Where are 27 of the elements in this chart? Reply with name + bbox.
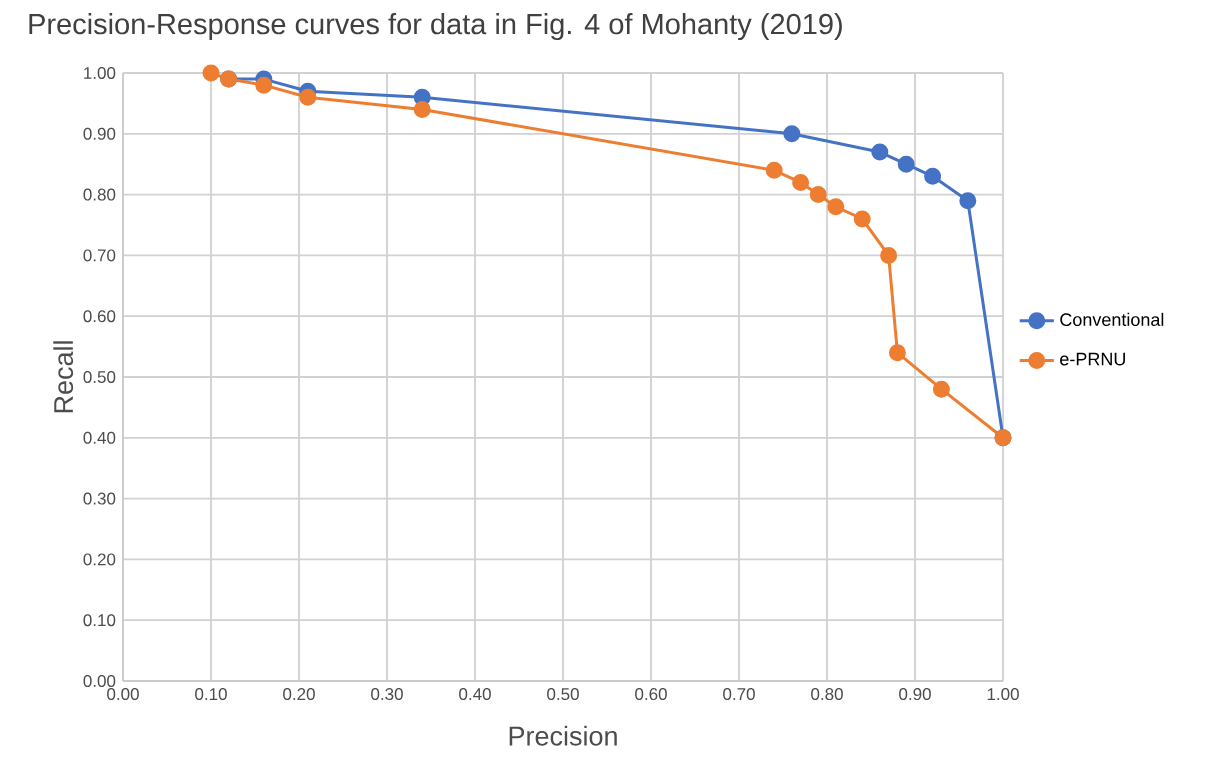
x-tick-label: 0.90 [899, 688, 931, 701]
y-tick-label: 1.00 [84, 66, 116, 79]
y-tick-label: 0.40 [83, 431, 116, 444]
x-tick-label: 1.00 [987, 688, 1019, 701]
x-tick-label: 0.30 [371, 688, 403, 701]
y-tick-label: 0.90 [83, 127, 116, 140]
x-tick-label: 0.00 [107, 688, 139, 701]
y-tick-label: 0.10 [83, 614, 116, 627]
y-tick-label: 0.00 [83, 675, 116, 688]
y-axis-title: Recall [53, 341, 74, 413]
x-tick-label: 0.40 [459, 688, 491, 701]
x-tick-label: 0.80 [811, 688, 843, 701]
x-tick-label: 0.50 [547, 688, 579, 701]
chart-title: Precision-Response curves for data in Fig. 4 of Mohanty (2019) [29, 13, 842, 41]
x-tick-label: 0.10 [195, 688, 227, 701]
y-tick-label: 0.70 [83, 249, 116, 262]
x-tick-label: 0.60 [635, 688, 667, 701]
x-tick-label: 0.70 [723, 688, 755, 701]
y-tick-label: 0.60 [83, 310, 116, 323]
y-tick-label: 0.80 [83, 188, 116, 201]
x-axis-title: Precision [509, 725, 617, 746]
x-tick-label: 0.20 [283, 688, 315, 701]
y-tick-label: 0.50 [83, 370, 116, 384]
legend-label: e-PRNU [1060, 352, 1125, 366]
y-tick-label: 0.30 [83, 492, 116, 505]
y-tick-label: 0.20 [83, 553, 116, 566]
legend-label: Conventional [1060, 312, 1164, 327]
